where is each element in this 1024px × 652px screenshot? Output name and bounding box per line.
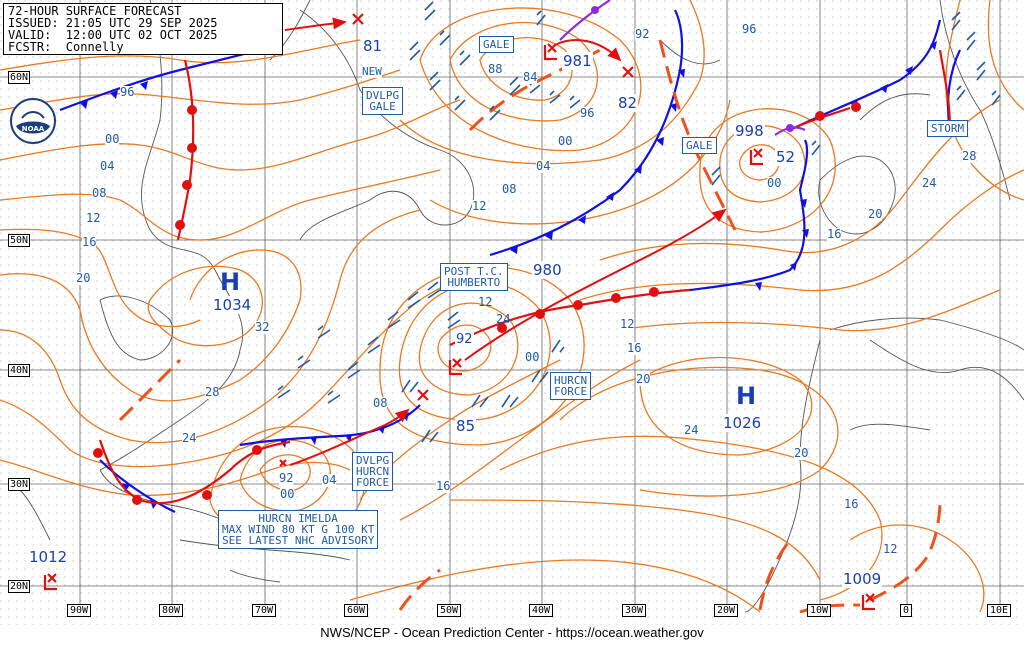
isobar-label: 96 [580,106,595,120]
isobar-label: 12 [86,211,101,225]
isobar-label: 08 [92,186,107,200]
isobar-label: 00 [767,176,782,190]
isobar-label: 16 [436,479,451,493]
longitude-label: 60W [344,604,369,617]
latitude-label: 50N [8,234,31,247]
isobar-label: 04 [100,159,115,173]
future-position-52: 52 [775,148,797,166]
low-pressure-981: 981 [562,52,593,70]
hurricane-force-box: HURCN FORCE [550,372,592,400]
longitude-label: 80W [159,604,184,617]
isobar-label: 20 [794,446,809,460]
hurricane-imelda-box: HURCN IMELDA MAX WIND 80 KT G 100 KT SEE… [218,510,379,549]
wind-barbs [277,1,1001,443]
isobar-label: 88 [488,62,503,76]
developing-hurricane-force-box: DVLPG HURCN FORCE [352,452,394,491]
low-pressure-998: 998 [734,122,765,140]
latitude-label: 60N [8,71,31,84]
isobar-label: 96 [742,22,757,36]
isobar-label: 20 [868,207,883,221]
high-pressure-letter-1: H [220,268,241,296]
forecaster: FCSTR: Connelly [8,40,124,54]
footer-credit: NWS/NCEP - Ocean Prediction Center - htt… [320,625,704,640]
storm-warning-box: STORM [927,120,969,137]
isobar-label: 12 [472,199,487,213]
gale-warning-box-2: GALE [682,137,717,154]
new-label: NEW [362,65,382,78]
isobar-label: 00 [105,132,120,146]
longitude-label: 50W [437,604,462,617]
isobar-label: 16 [844,497,859,511]
isobar-label: 08 [373,396,388,410]
isobar-label: 92 [635,27,650,41]
high-pressure-value-2: 1026 [722,414,763,432]
longitude-label: 10W [807,604,832,617]
isobar-label: 24 [182,431,197,445]
isobar-label: 24 [922,176,937,190]
longitude-label: 40W [529,604,554,617]
isobar-label: 12 [883,542,898,556]
isobar-label: 20 [636,372,651,386]
future-position-81: 81 [362,37,384,55]
longitude-label: 20W [714,604,739,617]
post-tc-humberto-box: POST T.C. HUMBERTO [440,263,508,291]
isobar-label: 20 [76,271,91,285]
future-position-82: 82 [617,94,639,112]
isobar-label: 28 [205,385,220,399]
isobar-label: 00 [525,350,540,364]
isobar-label: 04 [322,473,337,487]
low-pressure-1009: 1009 [842,570,883,588]
isobar-label: 16 [82,235,97,249]
noaa-logo-icon: NOAA [10,98,56,144]
isobar-label: 28 [962,149,977,163]
longitude-label: 10E [987,604,1012,617]
isobar-label: 00 [280,487,295,501]
low-center-symbols [43,13,875,611]
low-pressure-1012: 1012 [28,548,69,566]
isobar-label: 84 [523,70,538,84]
low-pressure-980: 980 [532,261,563,279]
svg-text:NOAA: NOAA [22,125,45,133]
isobar-label: 96 [120,85,135,99]
valid-time: VALID: 12:00 UTC 02 OCT 2025 [8,28,218,42]
longitude-label: 0 [900,604,913,617]
isobar-label: 00 [558,134,573,148]
isobar-label: 12 [620,317,635,331]
low-pressure-humberto: 92 [455,332,474,347]
occluded-symbols [591,6,794,132]
isobar-label: 24 [684,423,699,437]
high-pressure-value-1: 1034 [212,296,253,314]
isobar-label: 24 [496,312,511,326]
isobar-label: 08 [502,182,517,196]
future-position-85: 85 [455,417,477,435]
longitude-label: 70W [252,604,277,617]
developing-gale-box: DVLPG GALE [362,87,404,115]
cold-front-barbs [80,41,937,509]
gale-warning-box-1: GALE [479,36,514,53]
latitude-label: 40N [8,364,31,377]
longitude-label: 90W [67,604,92,617]
longitude-label: 30W [622,604,647,617]
isobar-label: 16 [627,341,642,355]
isobar-label: 04 [536,159,551,173]
latitude-label: 30N [8,478,31,491]
isobar-label: 32 [255,320,270,334]
isobar-label: 92 [279,471,294,485]
forecast-title: 72-HOUR SURFACE FORECAST [8,4,182,18]
high-pressure-letter-2: H [736,382,757,410]
isobar-label: 12 [478,295,493,309]
forecast-header: 72-HOUR SURFACE FORECAST ISSUED: 21:05 U… [3,3,283,55]
isobar-label: 16 [827,227,842,241]
issued-time: ISSUED: 21:05 UTC 29 SEP 2025 [8,16,218,30]
latitude-label: 20N [8,580,31,593]
track-arrows [284,17,727,466]
